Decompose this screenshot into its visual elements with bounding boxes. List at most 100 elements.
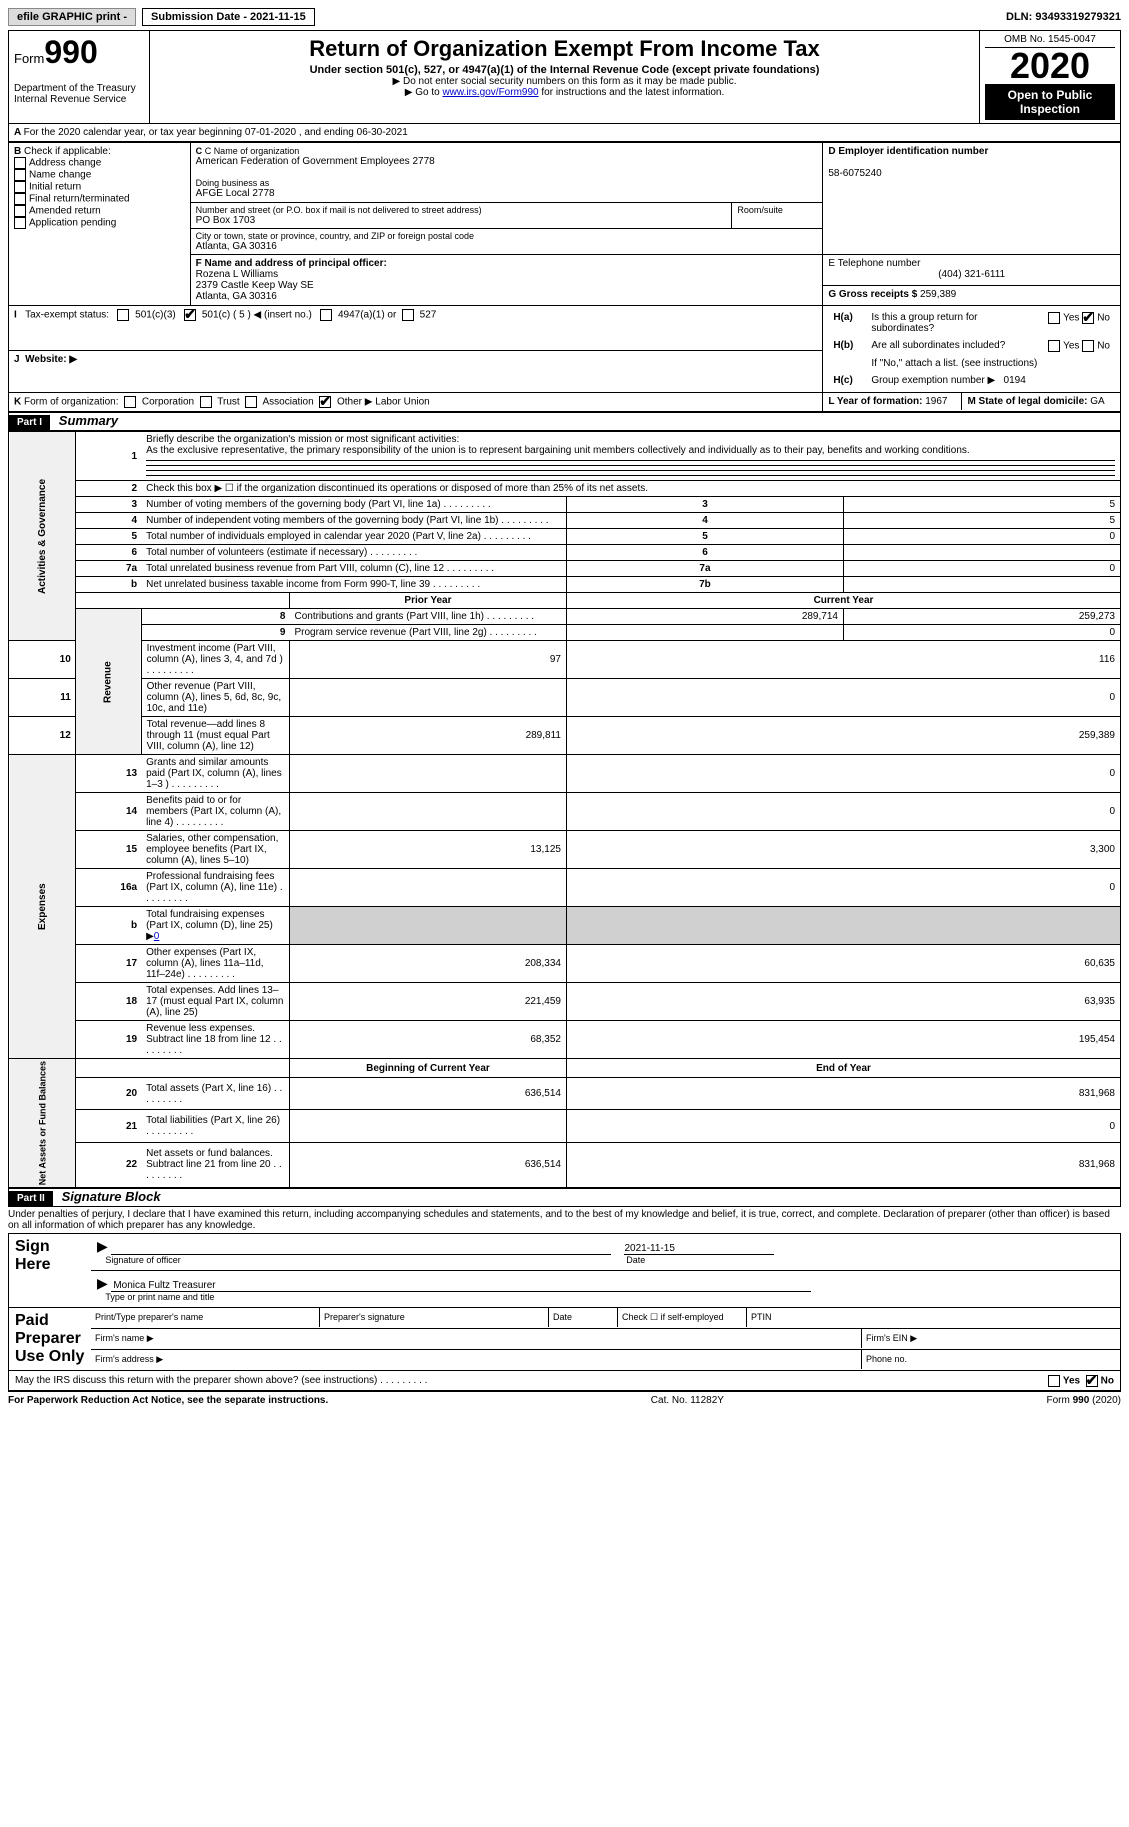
val-6	[843, 545, 1120, 561]
check-assoc[interactable]	[245, 396, 257, 408]
section-governance: Activities & Governance	[9, 432, 76, 641]
sign-here-label: Sign Here	[15, 1238, 51, 1273]
fundraising-link[interactable]: 0	[154, 931, 160, 942]
check-501c3[interactable]	[117, 309, 129, 321]
part1-table: Part I Summary	[8, 412, 1121, 431]
val-7a: 0	[843, 561, 1120, 577]
form-number: 990	[44, 34, 97, 70]
box-d: D Employer identification number 58-6075…	[823, 143, 1121, 255]
c10: 116	[566, 641, 1120, 679]
other-type: Labor Union	[375, 397, 429, 408]
hb-no[interactable]	[1082, 340, 1094, 352]
line-k: K Form of organization: Corporation Trus…	[9, 393, 823, 412]
part2-table: Part II Signature Block	[8, 1188, 1121, 1207]
section-net-assets: Net Assets or Fund Balances	[9, 1059, 76, 1188]
line-j: J Website: ▶	[9, 350, 823, 392]
discuss-row: May the IRS discuss this return with the…	[8, 1371, 1121, 1391]
form-subtitle: Under section 501(c), 527, or 4947(a)(1)…	[155, 64, 974, 76]
group-exemption: 0194	[1004, 375, 1026, 386]
box-g: G Gross receipts $ 259,389	[823, 286, 1121, 306]
check-4947[interactable]	[320, 309, 332, 321]
p19: 68,352	[289, 1021, 566, 1059]
section-revenue: Revenue	[75, 609, 141, 755]
c11: 0	[566, 679, 1120, 717]
box-c-addr: Number and street (or P.O. box if mail i…	[190, 203, 823, 255]
col-prior: Prior Year	[289, 593, 566, 609]
paid-preparer-label: Paid Preparer Use Only	[15, 1312, 84, 1365]
c22: 831,968	[566, 1142, 1120, 1187]
part1-title: Summary	[53, 413, 118, 428]
form-title: Return of Organization Exempt From Incom…	[155, 36, 974, 62]
discuss-yes[interactable]	[1048, 1375, 1060, 1387]
c19: 195,454	[566, 1021, 1120, 1059]
tax-year: 2020	[985, 48, 1115, 84]
check-501c[interactable]	[184, 309, 196, 321]
ha-no[interactable]	[1082, 312, 1094, 324]
hb-yes[interactable]	[1048, 340, 1060, 352]
val-3: 5	[843, 497, 1120, 513]
dept-treasury: Department of the Treasury	[14, 83, 144, 94]
discuss-no[interactable]	[1086, 1375, 1098, 1387]
check-corp[interactable]	[124, 396, 136, 408]
form-id-cell: Form990 Department of the Treasury Inter…	[9, 31, 150, 124]
footer: For Paperwork Reduction Act Notice, see …	[8, 1391, 1121, 1406]
check-trust[interactable]	[200, 396, 212, 408]
c15: 3,300	[566, 831, 1120, 869]
efile-print-button[interactable]: efile GRAPHIC print -	[8, 8, 136, 26]
check-amended[interactable]	[14, 205, 26, 217]
p8: 289,714	[566, 609, 843, 625]
dln-label: DLN: 93493319279321	[1006, 11, 1121, 23]
box-e: E Telephone number (404) 321-6111	[823, 255, 1121, 286]
check-final-return[interactable]	[14, 193, 26, 205]
summary-table: Activities & Governance 1 Briefly descri…	[8, 431, 1121, 1188]
col-end: End of Year	[566, 1059, 1120, 1078]
p22: 636,514	[289, 1142, 566, 1187]
p12: 289,811	[289, 717, 566, 755]
check-other[interactable]	[319, 396, 331, 408]
signature-table: Sign Here ▶ 2021-11-15 Signature of offi…	[8, 1233, 1121, 1371]
title-cell: Return of Organization Exempt From Incom…	[150, 31, 980, 124]
year-formation: 1967	[925, 396, 947, 407]
p10: 97	[289, 641, 566, 679]
box-b: B Check if applicable: Address change Na…	[9, 143, 191, 306]
city-state-zip: Atlanta, GA 30316	[196, 241, 818, 252]
form-header-table: Form990 Department of the Treasury Inter…	[8, 30, 1121, 142]
c14: 0	[566, 793, 1120, 831]
officer-addr1: 2379 Castle Keep Way SE	[196, 280, 314, 291]
year-cell: OMB No. 1545-0047 2020 Open to Public In…	[980, 31, 1121, 124]
state-domicile: GA	[1090, 396, 1104, 407]
c21: 0	[566, 1110, 1120, 1142]
box-h: H(a)Is this a group return for subordina…	[823, 306, 1121, 393]
box-f: F Name and address of principal officer:…	[190, 255, 823, 306]
street-address: PO Box 1703	[196, 215, 727, 226]
sig-date-value: 2021-11-15	[624, 1243, 774, 1255]
col-current: Current Year	[566, 593, 1120, 609]
p18: 221,459	[289, 983, 566, 1021]
part1-header: Part I	[9, 415, 50, 430]
p15: 13,125	[289, 831, 566, 869]
check-527[interactable]	[402, 309, 414, 321]
form-footer: Form 990 (2020)	[1047, 1395, 1121, 1406]
mission-text: As the exclusive representative, the pri…	[146, 445, 970, 456]
submission-date: Submission Date - 2021-11-15	[142, 8, 315, 26]
check-address-change[interactable]	[14, 157, 26, 169]
pra-notice: For Paperwork Reduction Act Notice, see …	[8, 1395, 328, 1406]
c16a: 0	[566, 869, 1120, 907]
check-initial-return[interactable]	[14, 181, 26, 193]
c18: 63,935	[566, 983, 1120, 1021]
ha-yes[interactable]	[1048, 312, 1060, 324]
check-pending[interactable]	[14, 217, 26, 229]
dept-irs: Internal Revenue Service	[14, 94, 144, 105]
info-table: B Check if applicable: Address change Na…	[8, 142, 1121, 412]
c20: 831,968	[566, 1078, 1120, 1110]
line-lm: L Year of formation: 1967 M State of leg…	[823, 393, 1121, 412]
cat-no: Cat. No. 11282Y	[651, 1395, 724, 1406]
top-bar: efile GRAPHIC print - Submission Date - …	[8, 8, 1121, 26]
part2-title: Signature Block	[56, 1189, 161, 1204]
dba-name: AFGE Local 2778	[196, 188, 818, 199]
open-inspection: Open to Public Inspection	[985, 84, 1115, 120]
gross-receipts: 259,389	[920, 289, 956, 300]
line-a: A For the 2020 calendar year, or tax yea…	[9, 124, 1121, 142]
check-name-change[interactable]	[14, 169, 26, 181]
irs-link[interactable]: www.irs.gov/Form990	[442, 87, 538, 98]
